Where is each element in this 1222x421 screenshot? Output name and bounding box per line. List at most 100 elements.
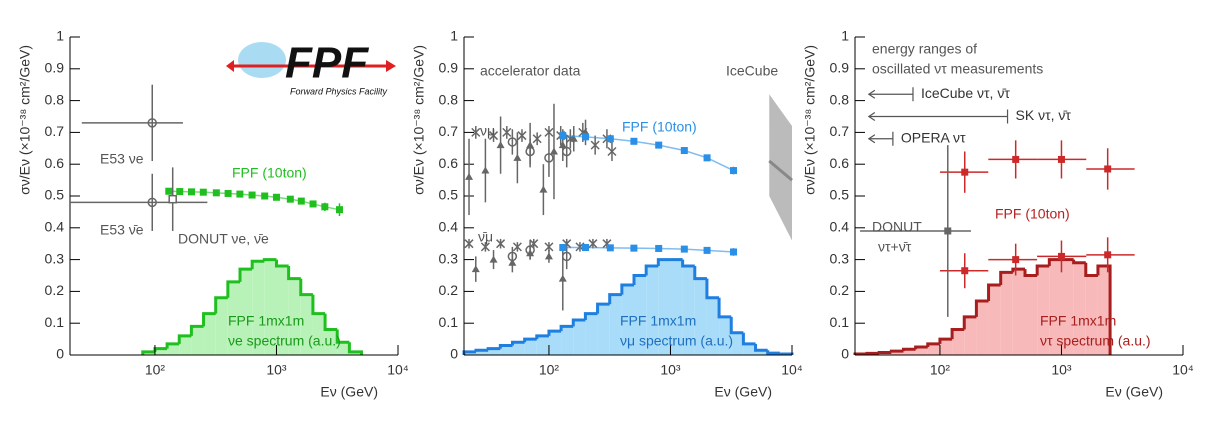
histogram-step (974, 299, 989, 317)
y-axis-label: σν/Eν (×10⁻³⁸ cm²/GeV) (411, 45, 427, 195)
histogram-step (693, 265, 707, 281)
histogram-bin (203, 313, 216, 355)
histogram-bin (658, 259, 671, 355)
histogram-step (596, 302, 610, 314)
marker (544, 252, 553, 260)
histogram-bin (536, 335, 549, 355)
marker (703, 246, 711, 254)
y-tick-label: 0.7 (45, 123, 65, 139)
histogram-step (608, 293, 622, 305)
fpf-logo: FPF Forward Physics Facility (226, 39, 396, 96)
histogram-bin (312, 313, 326, 355)
y-tick-label: 0.5 (830, 187, 850, 203)
histogram-bin (573, 320, 586, 355)
histogram-step (214, 296, 228, 314)
marker (655, 244, 663, 252)
marker (168, 194, 177, 204)
annotation: νe spectrum (a.u.) (228, 333, 341, 349)
histogram-bin (903, 349, 916, 355)
histogram-step (311, 294, 326, 316)
histogram-step (335, 329, 350, 344)
range-label: IceCube ντ, ν̄τ (921, 85, 1010, 101)
marker (199, 188, 207, 196)
marker (507, 251, 518, 262)
y-tick-label: 0.9 (830, 60, 850, 76)
histogram-bin (1085, 275, 1098, 355)
marker (729, 167, 737, 175)
histogram-step (914, 345, 928, 350)
histogram-step (250, 259, 265, 270)
series-line (562, 246, 734, 253)
marker (532, 134, 542, 144)
x-tick-label: 10⁴ (387, 362, 409, 378)
marker (471, 127, 481, 137)
annotation: E53 νe (100, 151, 144, 167)
histogram-step (766, 350, 780, 355)
marker (588, 239, 598, 249)
panel: 0 0.1 0.2 0.3 0.4 0.5 0.6 0.7 0.8 0.9 1 10² 10³ 10⁴ Eν… (411, 28, 803, 400)
histogram-bin (154, 348, 168, 355)
marker (561, 146, 572, 157)
histogram-bin (179, 335, 192, 355)
marker (517, 131, 527, 141)
histogram-step (299, 278, 313, 297)
marker (549, 147, 558, 155)
marker (1104, 165, 1112, 173)
histogram-bin (142, 351, 155, 355)
marker (297, 197, 305, 205)
histogram-bin (988, 285, 1001, 355)
histogram-step (681, 259, 695, 268)
marker (582, 244, 590, 252)
histogram-step (510, 340, 525, 346)
y-axis-label: σν/Eν (×10⁻³⁸ cm²/GeV) (17, 45, 33, 195)
marker (630, 244, 638, 252)
histogram-step (656, 258, 671, 266)
histogram-step (620, 283, 635, 295)
marker (961, 267, 969, 275)
y-tick-label: 0.6 (45, 155, 65, 171)
histogram-step (238, 267, 253, 282)
annotation: FPF (10ton) (995, 206, 1070, 222)
histogram-bin (512, 342, 525, 355)
marker (606, 244, 614, 252)
logo-text: FPF (285, 39, 369, 88)
marker (1012, 155, 1020, 163)
marker (559, 132, 567, 140)
marker (321, 203, 329, 211)
histogram-step (498, 343, 513, 349)
annotation: ντ+ν̄τ (878, 239, 912, 255)
histogram-bin (1037, 265, 1050, 355)
marker (465, 172, 474, 180)
histogram-step (177, 334, 192, 344)
histogram-step (632, 274, 647, 286)
marker (1057, 155, 1065, 163)
marker (272, 193, 280, 201)
marker (944, 227, 952, 235)
histogram-step (141, 350, 155, 355)
histogram-bin (939, 339, 953, 355)
histogram-step (535, 334, 549, 340)
annotation: FPF 1mx1m (228, 313, 304, 329)
range-arrowhead (867, 112, 876, 121)
marker (1012, 256, 1020, 264)
y-tick-label: 0.6 (439, 155, 459, 171)
histogram-step (474, 348, 489, 352)
histogram-step (486, 347, 501, 351)
x-axis-label: Eν (GeV) (1105, 384, 1163, 400)
histogram-step (523, 337, 537, 343)
x-tick-label: 10⁴ (1172, 362, 1194, 378)
histogram-step (865, 351, 880, 355)
x-tick-label: 10² (930, 362, 951, 378)
histogram-step (1035, 264, 1050, 276)
histogram-step (1096, 264, 1112, 355)
histogram-step (347, 342, 364, 355)
histogram-bin (252, 261, 265, 355)
histogram-step (950, 328, 965, 340)
marker (212, 189, 220, 197)
x-tick-label: 10³ (1051, 362, 1072, 378)
marker (512, 242, 522, 252)
histogram-bin (976, 300, 989, 355)
histogram-bin (585, 313, 598, 355)
histogram-bin (743, 343, 756, 355)
band (769, 94, 792, 241)
